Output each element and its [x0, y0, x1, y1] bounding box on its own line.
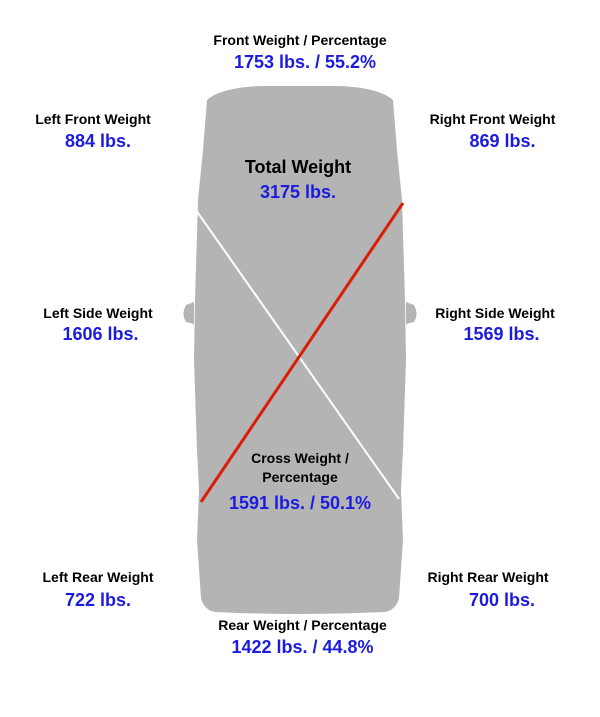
right-rear-weight-label: Right Rear Weight	[427, 569, 549, 585]
rear-weight-label: Rear Weight / Percentage	[218, 617, 387, 633]
right-front-weight-label: Right Front Weight	[429, 111, 556, 127]
left-rear-weight-value: 722 lbs.	[64, 590, 132, 610]
right-rear-weight-value: 700 lbs.	[468, 590, 536, 610]
total-weight-label: Total Weight	[244, 157, 352, 177]
right-mirror	[406, 302, 417, 324]
cross-weight-label-line2: Percentage	[262, 469, 338, 485]
right-front-weight-value: 869 lbs.	[469, 131, 536, 151]
cross-weight-value: 1591 lbs. / 50.1%	[228, 493, 372, 513]
right-side-weight-label: Right Side Weight	[435, 305, 555, 321]
cross-line-white	[190, 202, 400, 500]
total-weight-value: 3175 lbs.	[259, 182, 337, 202]
front-weight-value: 1753 lbs. / 55.2%	[233, 52, 377, 72]
right-side-weight-value: 1569 lbs.	[463, 324, 540, 344]
front-weight-label: Front Weight / Percentage	[213, 32, 387, 48]
car-body	[194, 86, 406, 614]
cross-line-red	[199, 202, 405, 503]
left-side-weight-label: Left Side Weight	[43, 305, 153, 321]
left-mirror	[183, 302, 194, 324]
left-side-weight-value: 1606 lbs.	[62, 324, 139, 344]
left-front-weight-value: 884 lbs.	[64, 131, 132, 151]
left-front-weight-label: Left Front Weight	[35, 111, 151, 127]
cross-weight-label-line1: Cross Weight /	[251, 450, 349, 466]
left-rear-weight-label: Left Rear Weight	[42, 569, 154, 585]
rear-weight-value: 1422 lbs. / 44.8%	[231, 637, 374, 657]
